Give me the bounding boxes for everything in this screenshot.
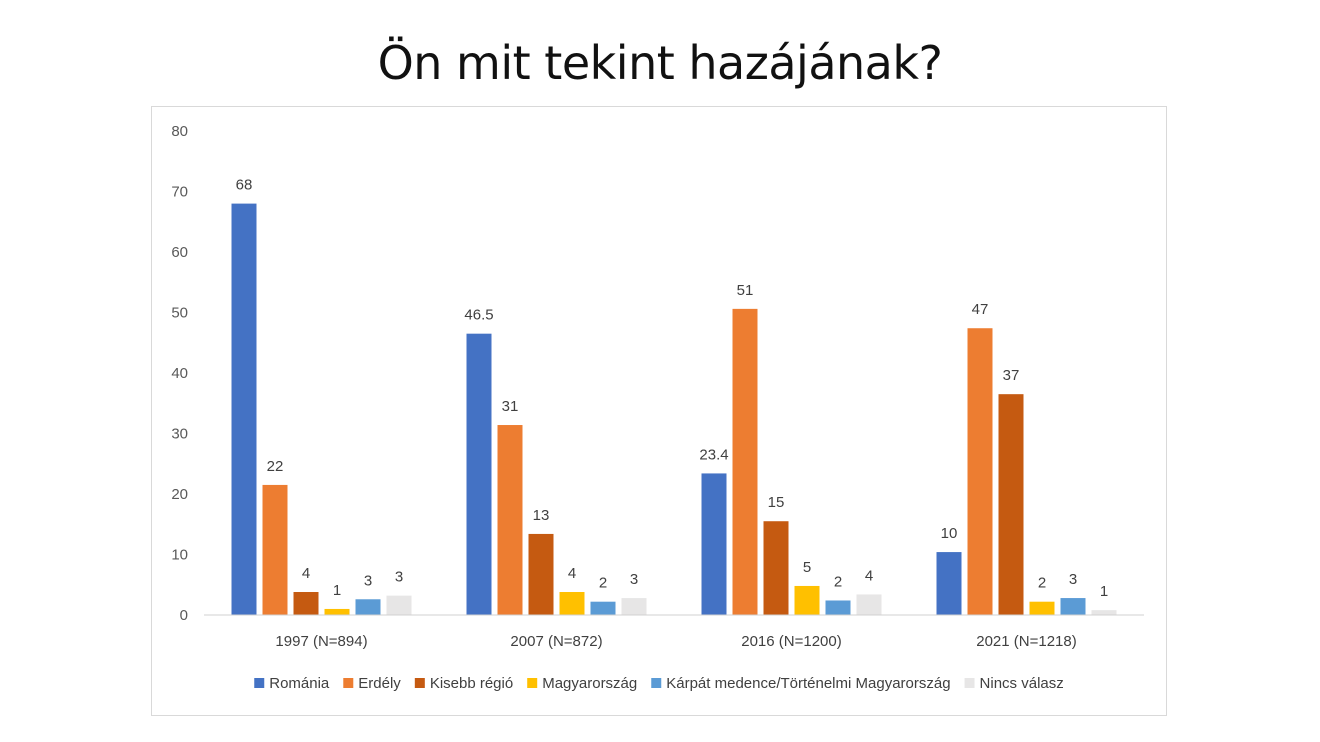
legend-swatch xyxy=(414,678,425,688)
data-label: 5 xyxy=(803,559,811,576)
bar xyxy=(998,394,1024,615)
data-label: 4 xyxy=(568,565,576,582)
data-label: 3 xyxy=(395,569,403,586)
bar xyxy=(466,333,492,615)
x-axis: 1997 (N=894) 2007 (N=872) 2016 (N=1200) 202… xyxy=(204,614,1144,650)
legend: Románia Erdély Kisebb régió Magyarország Kár… xyxy=(254,675,1064,692)
legend-label: Erdély xyxy=(358,675,401,692)
legend-swatch xyxy=(254,678,265,688)
data-label: 68 xyxy=(236,177,253,194)
legend-label: Románia xyxy=(269,675,330,692)
bar xyxy=(763,521,789,615)
bar xyxy=(559,592,585,615)
data-label: 4 xyxy=(865,567,873,584)
bar xyxy=(231,203,257,615)
y-tick-label: 20 xyxy=(171,486,188,503)
x-tick-label: 2007 (N=872) xyxy=(510,633,602,650)
data-label: 31 xyxy=(502,398,519,415)
data-label: 51 xyxy=(737,282,754,299)
legend-item: Kisebb régió xyxy=(414,675,513,692)
legend-label: Magyarország xyxy=(542,675,637,692)
bar xyxy=(967,328,993,615)
x-tick-label: 1997 (N=894) xyxy=(275,633,367,650)
legend-swatch xyxy=(964,678,975,688)
bar xyxy=(528,533,554,615)
bar xyxy=(825,600,851,615)
legend-swatch xyxy=(651,678,662,688)
data-label: 47 xyxy=(972,301,989,318)
bar xyxy=(794,585,820,615)
y-tick-label: 30 xyxy=(171,426,188,443)
y-axis: 0 10 20 30 40 50 60 70 80 xyxy=(171,123,188,624)
bar xyxy=(590,601,616,615)
data-label: 37 xyxy=(1003,367,1020,384)
legend-item: Nincs válasz xyxy=(964,675,1064,692)
y-tick-label: 70 xyxy=(171,184,188,201)
y-tick-label: 40 xyxy=(171,365,188,382)
legend-label: Kárpát medence/Történelmi Magyarország xyxy=(666,675,950,692)
bar xyxy=(936,552,962,615)
data-label: 22 xyxy=(267,458,284,475)
data-label: 2 xyxy=(599,575,607,592)
bar xyxy=(262,484,288,615)
x-tick-label: 2016 (N=1200) xyxy=(741,633,842,650)
legend-item: Magyarország xyxy=(527,675,637,692)
bar xyxy=(355,599,381,615)
bar xyxy=(732,308,758,615)
data-label: 2 xyxy=(1038,575,1046,592)
x-tick-label: 2021 (N=1218) xyxy=(976,633,1077,650)
legend-item: Erdély xyxy=(343,675,401,692)
y-tick-label: 0 xyxy=(180,607,188,624)
data-label: 15 xyxy=(768,494,785,511)
y-tick-label: 10 xyxy=(171,547,188,564)
bar xyxy=(293,592,319,615)
legend-item: Románia xyxy=(254,675,330,692)
legend-label: Nincs válasz xyxy=(980,675,1064,692)
data-label: 3 xyxy=(630,571,638,588)
data-label: 3 xyxy=(364,572,372,589)
data-label: 1 xyxy=(333,582,341,599)
data-label: 10 xyxy=(941,525,958,542)
legend-label: Kisebb régió xyxy=(430,675,513,692)
data-label: 1 xyxy=(1100,583,1108,600)
legend-item: Kárpát medence/Történelmi Magyarország xyxy=(651,675,951,692)
y-tick-label: 60 xyxy=(171,244,188,261)
y-tick-label: 50 xyxy=(171,305,188,322)
bar xyxy=(1060,598,1086,615)
data-label: 2 xyxy=(834,573,842,590)
data-label: 13 xyxy=(533,507,550,524)
data-label: 46.5 xyxy=(464,307,493,324)
slide-title: Ön mit tekint hazájának? xyxy=(377,36,943,90)
data-label: 3 xyxy=(1069,571,1077,588)
bar xyxy=(1091,610,1117,615)
data-label: 23.4 xyxy=(699,446,728,463)
bar xyxy=(856,594,882,615)
legend-swatch xyxy=(527,678,538,688)
chart-frame: 0 10 20 30 40 50 60 70 80 68 22 4 1 3 3 46.5 31 13 4 2 3 23.… xyxy=(151,106,1167,716)
bar xyxy=(621,598,647,615)
bar xyxy=(324,608,350,615)
data-label: 4 xyxy=(302,565,310,582)
bar xyxy=(1029,601,1055,615)
bar xyxy=(386,595,412,615)
legend-swatch xyxy=(343,678,354,688)
bar xyxy=(701,473,727,615)
bar xyxy=(497,425,523,615)
y-tick-label: 80 xyxy=(171,123,188,140)
